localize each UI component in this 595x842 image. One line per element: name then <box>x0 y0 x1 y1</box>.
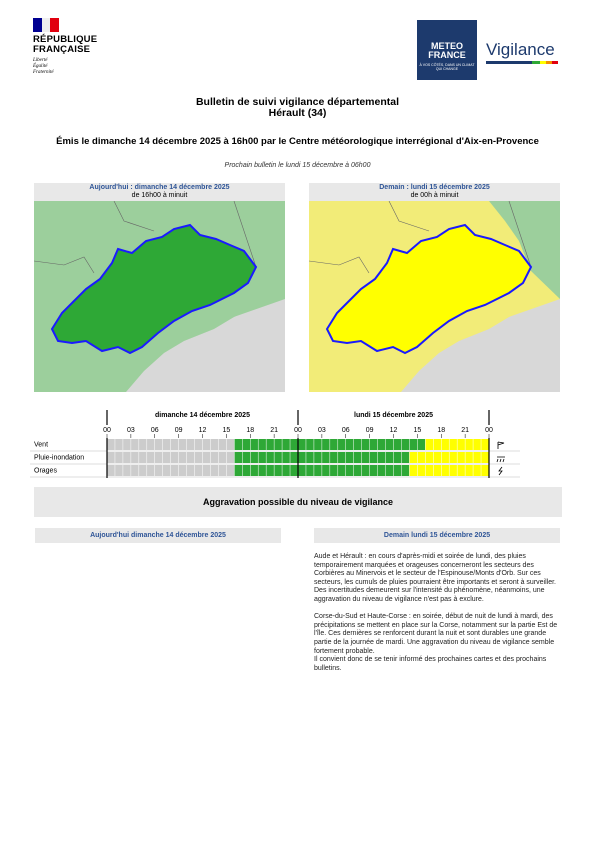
tomorrow-text: Aude et Hérault : en cours d'après-midi … <box>314 553 562 673</box>
row-label: Pluie-inondation <box>34 455 84 462</box>
hour-label: 00 <box>103 427 111 434</box>
paragraph: Il convient donc de se tenir informé des… <box>314 656 547 672</box>
motto-line: Liberté <box>33 58 48 63</box>
map-period: de 00h à minuit <box>410 192 459 199</box>
row-label: Orages <box>34 468 57 475</box>
map-header: Demain : lundi 15 décembre 2025 de 00h à … <box>309 183 560 201</box>
tomorrow-heading: Demain lundi 15 décembre 2025 <box>314 528 560 543</box>
vigilance-stripe <box>486 61 558 64</box>
meteo-france-logo: METEO FRANCE À VOS CÔTÉS, DANS UN CLIMAT… <box>417 20 477 80</box>
border <box>308 200 532 274</box>
hour-label: 15 <box>413 427 421 434</box>
day-label: lundi 15 décembre 2025 <box>354 412 433 419</box>
sea <box>401 297 560 392</box>
hour-label: 00 <box>294 427 302 434</box>
border <box>33 200 257 274</box>
map <box>308 200 560 392</box>
hour-label: 09 <box>175 427 183 434</box>
map <box>33 200 285 392</box>
today-heading: Aujourd'hui dimanche 14 décembre 2025 <box>35 528 281 543</box>
hour-label: 18 <box>246 427 254 434</box>
map-panel: Demain : lundi 15 décembre 2025 de 00h à … <box>308 183 560 392</box>
map-heading: Aujourd'hui : dimanche 14 décembre 2025 <box>89 184 230 191</box>
republic-name: RÉPUBLIQUE FRANÇAISE <box>33 34 98 55</box>
paragraph: Corse-du-Sud et Haute-Corse : en soirée,… <box>314 613 558 655</box>
day-label: dimanche 14 décembre 2025 <box>155 412 250 419</box>
department <box>50 223 258 355</box>
hour-label: 21 <box>270 427 278 434</box>
map-header: Aujourd'hui : dimanche 14 décembre 2025 d… <box>34 183 285 201</box>
hour-label: 00 <box>485 427 493 434</box>
risk-icon <box>498 466 503 476</box>
green-area <box>489 201 560 299</box>
motto-line: Égalité <box>33 64 48 69</box>
risk-icon <box>496 456 505 463</box>
map-heading: Demain : lundi 15 décembre 2025 <box>379 184 490 191</box>
flag-logo <box>33 18 59 32</box>
motto-line: Fraternité <box>33 70 54 75</box>
vigilance-timeline: dimanche 14 décembre 2025 lundi 15 décemb… <box>30 410 520 478</box>
hour-label: 06 <box>151 427 159 434</box>
map-panel: Aujourd'hui : dimanche 14 décembre 2025 d… <box>33 183 285 392</box>
department <box>325 223 533 355</box>
next-bulletin: Prochain bulletin le lundi 15 décembre à… <box>224 162 371 169</box>
hour-label: 09 <box>366 427 374 434</box>
hour-label: 06 <box>342 427 350 434</box>
hour-label: 03 <box>318 427 326 434</box>
row-label: Vent <box>34 442 48 449</box>
department: Hérault (34) <box>268 107 327 119</box>
hour-label: 12 <box>390 427 398 434</box>
motto: Liberté Égalité Fraternité <box>33 58 54 76</box>
hour-label: 21 <box>461 427 469 434</box>
risk-icon <box>497 441 505 449</box>
sea <box>126 297 285 392</box>
product-name: Vigilance <box>486 40 555 59</box>
paragraph: Aude et Hérault : en cours d'après-midi … <box>314 553 557 603</box>
issued: Émis le dimanche 14 décembre 2025 à 16h0… <box>56 136 539 147</box>
hour-label: 18 <box>437 427 445 434</box>
title: Bulletin de suivi vigilance départementa… <box>195 96 400 108</box>
brand: METEO FRANCE <box>428 41 466 60</box>
map-period: de 16h00 à minuit <box>131 192 188 199</box>
hour-label: 03 <box>127 427 135 434</box>
hour-label: 12 <box>199 427 207 434</box>
brand-tagline: À VOS CÔTÉS, DANS UN CLIMAT QUI CHANGE <box>419 63 475 71</box>
hour-label: 15 <box>222 427 230 434</box>
aggravation-banner: Aggravation possible du niveau de vigila… <box>34 487 562 517</box>
